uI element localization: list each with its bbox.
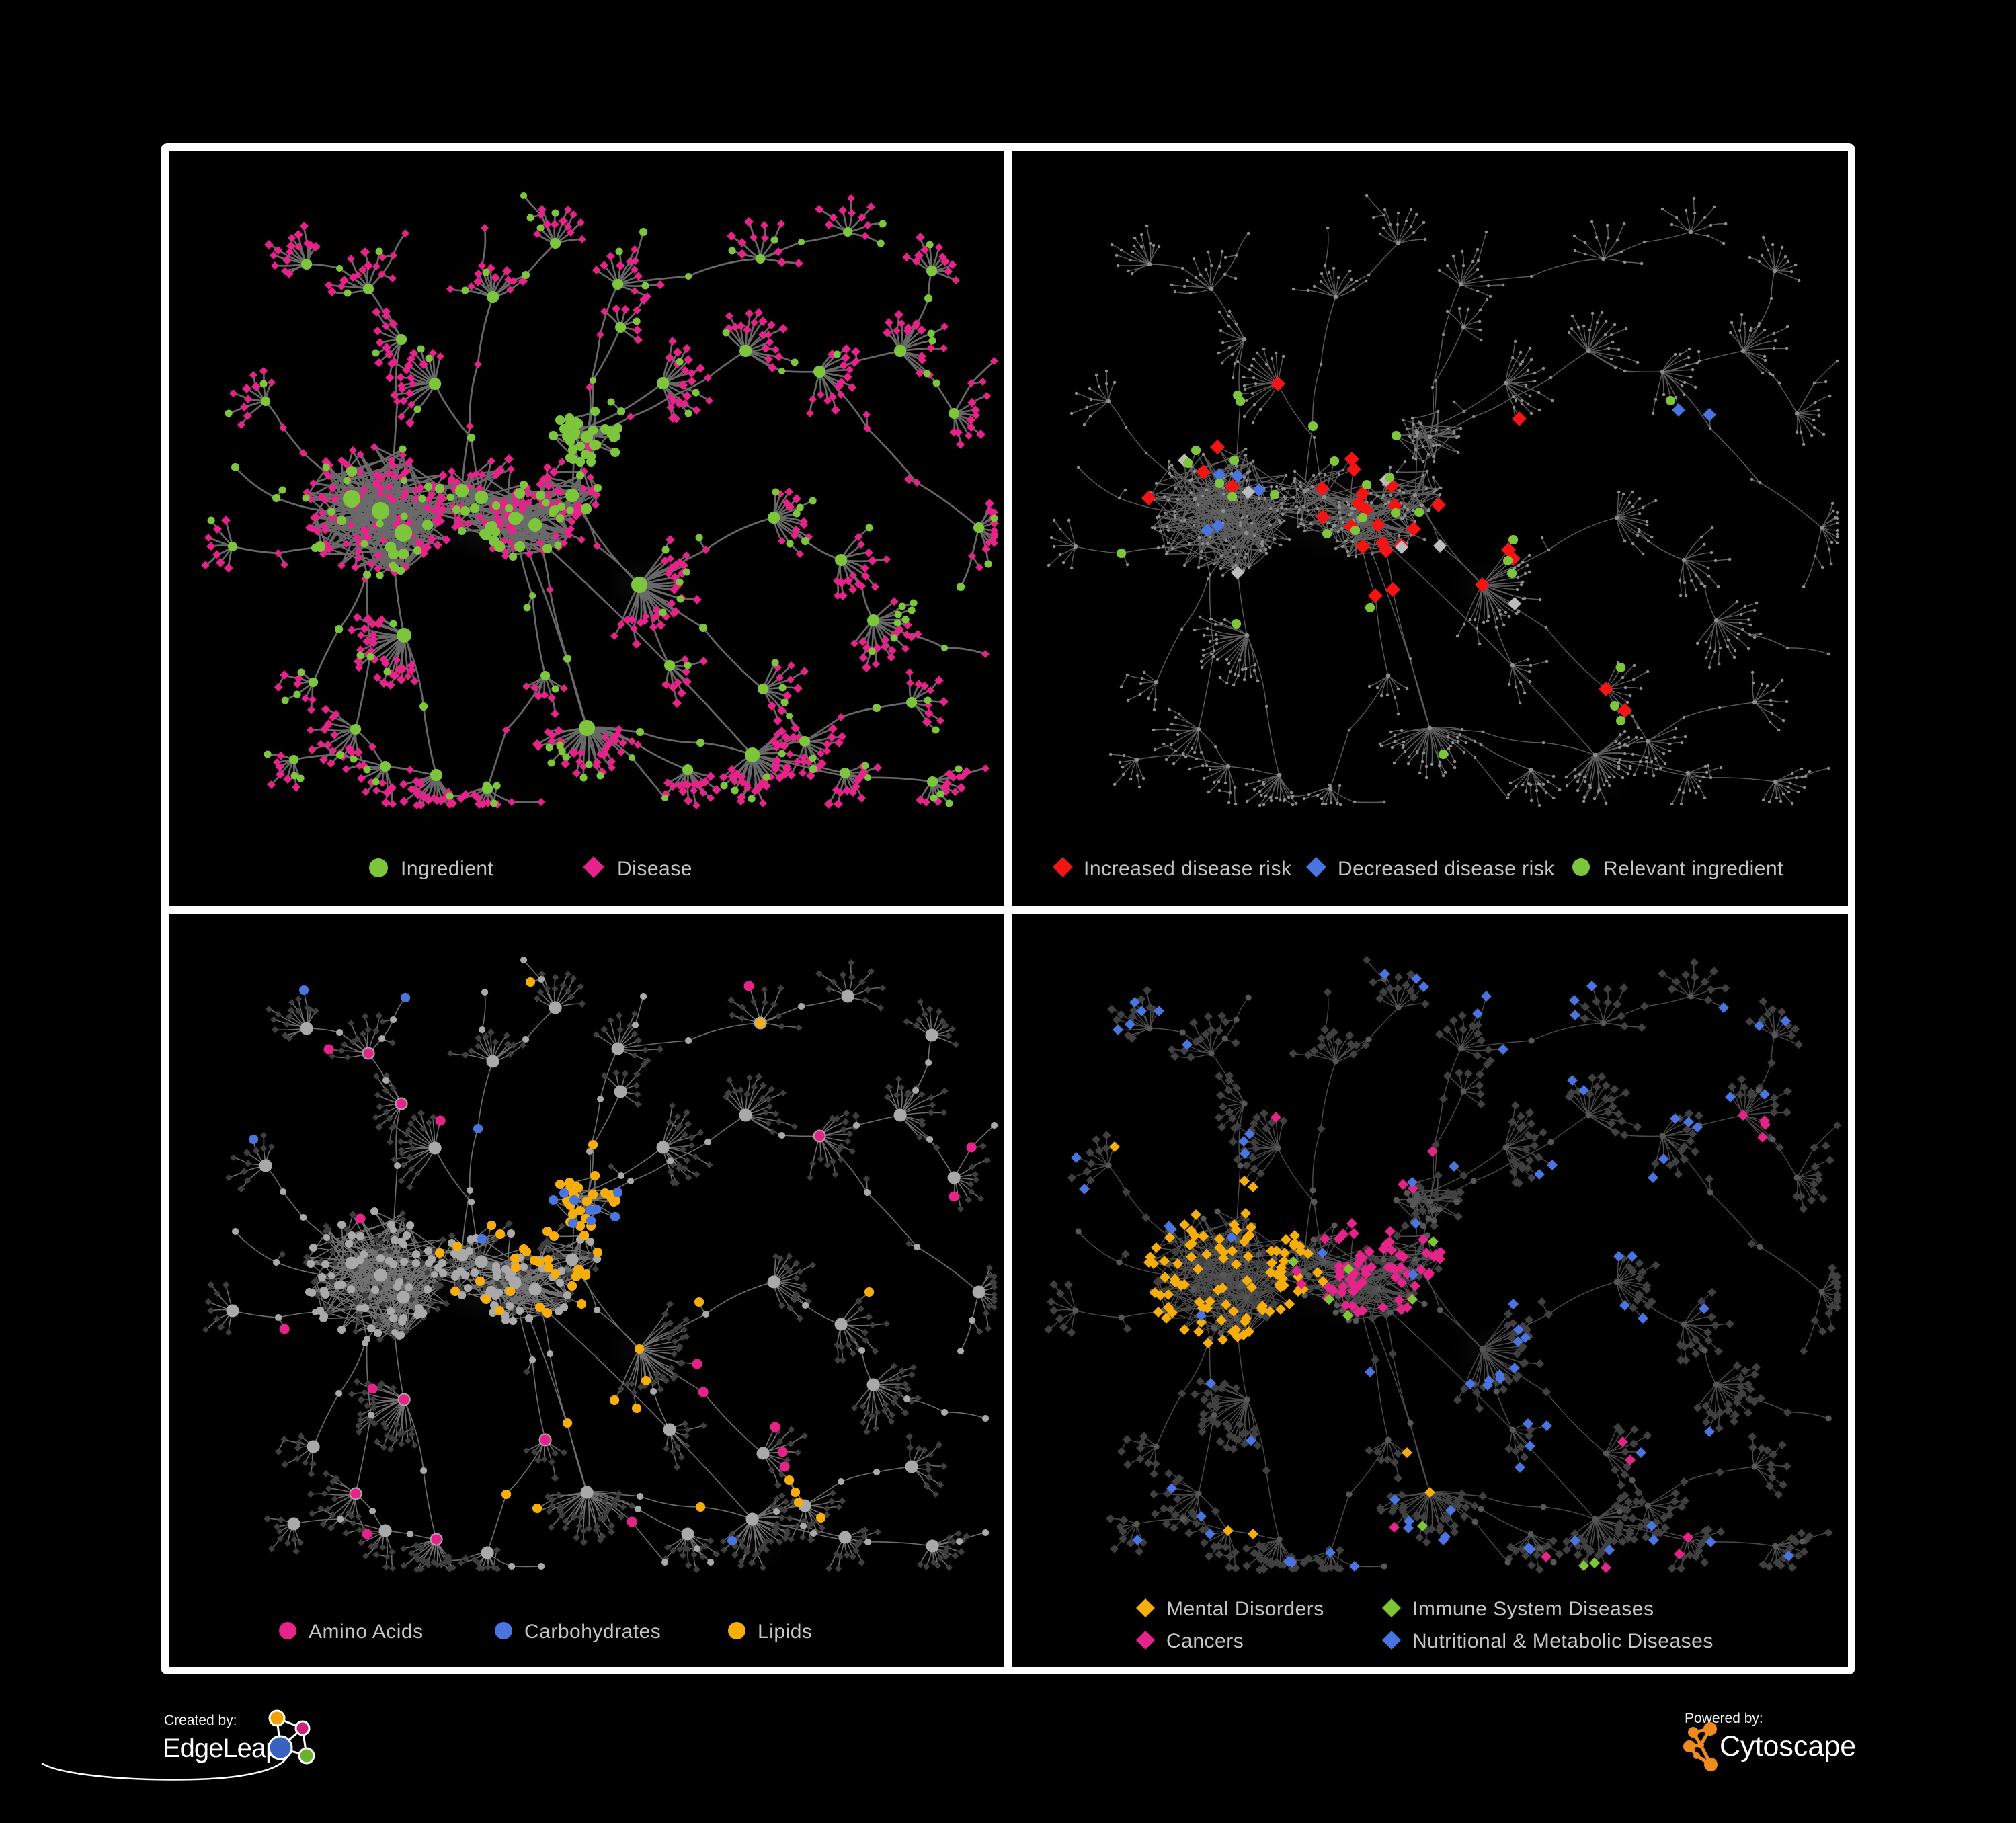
svg-text:Powered by:: Powered by: <box>1685 1711 1763 1726</box>
svg-text:Cancers: Cancers <box>1166 1630 1244 1652</box>
svg-text:Mental Disorders: Mental Disorders <box>1166 1598 1324 1620</box>
svg-text:Created by:: Created by: <box>164 1713 237 1728</box>
svg-text:Decreased disease risk: Decreased disease risk <box>1338 858 1555 880</box>
svg-text:Lipids: Lipids <box>758 1621 812 1643</box>
svg-text:Increased disease risk: Increased disease risk <box>1084 858 1292 880</box>
svg-text:Disease: Disease <box>617 858 692 880</box>
svg-text:Amino Acids: Amino Acids <box>309 1621 424 1643</box>
svg-text:Carbohydrates: Carbohydrates <box>524 1621 661 1643</box>
svg-text:Immune System Diseases: Immune System Diseases <box>1412 1598 1654 1620</box>
svg-text:Ingredient: Ingredient <box>401 858 494 880</box>
svg-text:Cytoscape: Cytoscape <box>1720 1730 1856 1763</box>
svg-text:Nutritional & Metabolic Diseas: Nutritional & Metabolic Diseases <box>1412 1630 1713 1652</box>
svg-text:EdgeLeap: EdgeLeap <box>163 1734 280 1763</box>
svg-text:Relevant ingredient: Relevant ingredient <box>1603 858 1783 880</box>
